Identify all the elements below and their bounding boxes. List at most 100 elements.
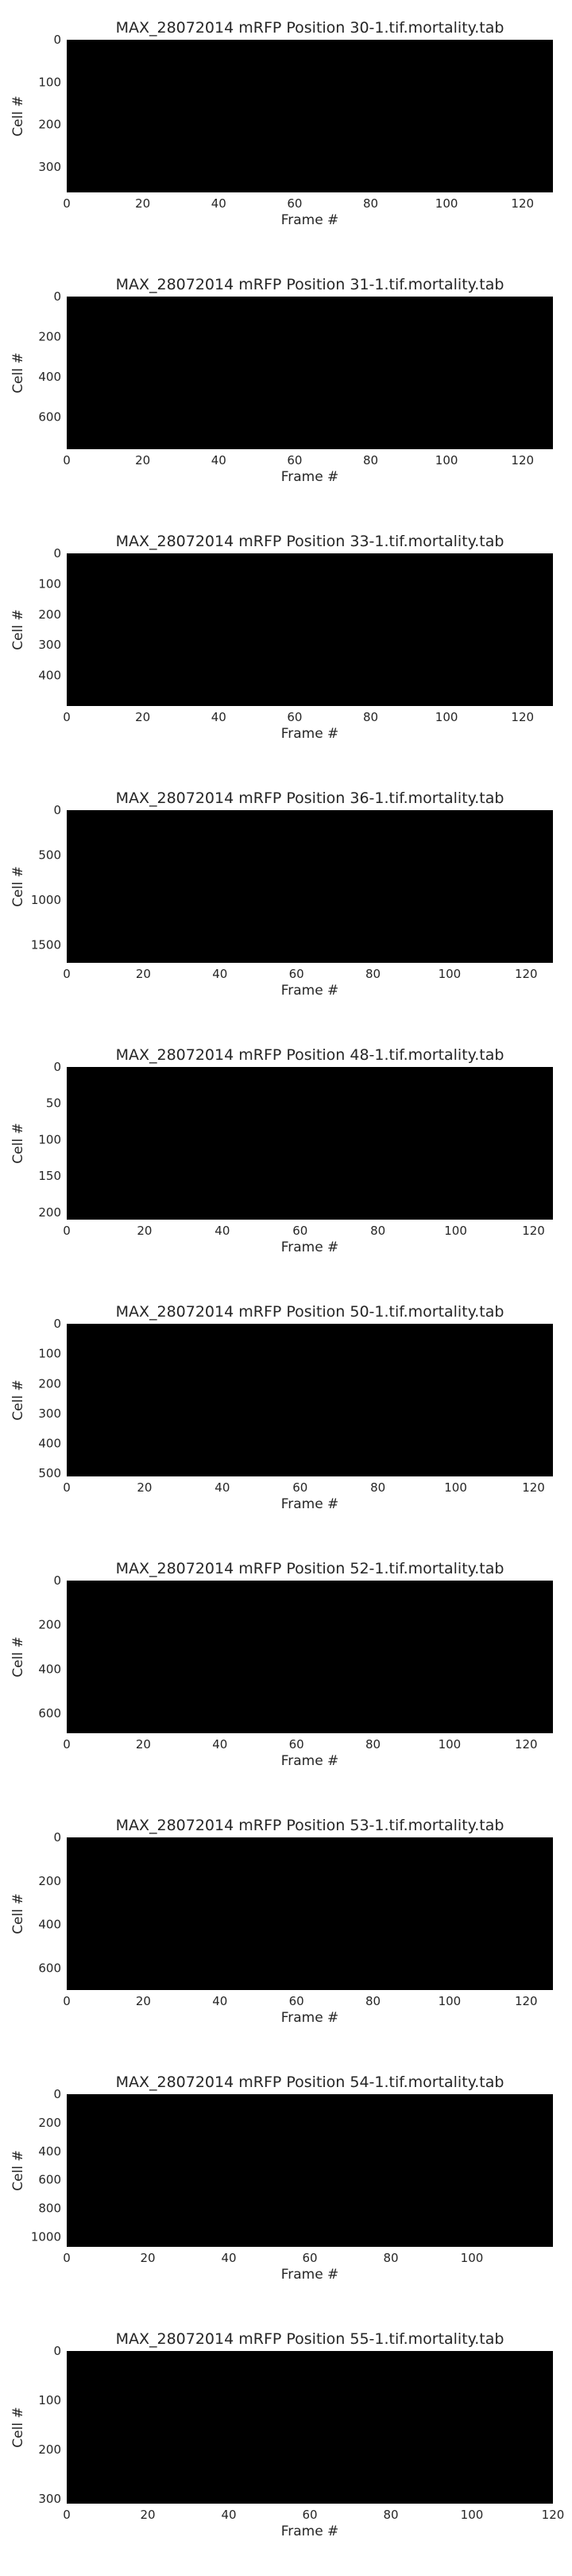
heatmap-row <box>350 2151 553 2154</box>
heatmap-row <box>288 1601 553 1604</box>
heatmap-final-band <box>526 810 553 963</box>
y-tick-label: 300 <box>38 1406 61 1421</box>
heatmap-row <box>396 1647 553 1650</box>
heatmap-row <box>238 1335 553 1337</box>
heatmap-row <box>423 898 553 900</box>
heatmap-row <box>373 1635 553 1637</box>
heatmap-cells <box>237 1581 553 1733</box>
heatmap-row <box>497 1705 553 1707</box>
heatmap-row <box>492 421 553 423</box>
heatmap-row <box>319 324 553 326</box>
heatmap-row <box>497 162 553 165</box>
heatmap-row <box>354 87 553 90</box>
heatmap-row <box>213 1329 553 1331</box>
heatmap-row <box>303 67 553 69</box>
heatmap-row <box>417 1925 553 1927</box>
heatmap-row <box>450 1156 553 1158</box>
y-tick-label: 200 <box>38 1874 61 1888</box>
heatmap-row <box>268 832 553 835</box>
heatmap-row <box>396 1405 553 1407</box>
heatmap-row <box>428 2186 553 2189</box>
heatmap-row <box>495 1961 553 1964</box>
heatmap-row <box>417 1418 553 1420</box>
heatmap-row <box>455 1441 553 1444</box>
chart-title: MAX_28072014 mRFP Position 33-1.tif.mort… <box>116 533 504 550</box>
heatmap-row <box>285 314 553 316</box>
heatmap-row <box>376 880 553 883</box>
heatmap-row <box>439 1422 553 1425</box>
x-tick-label: 100 <box>439 1737 462 1752</box>
heatmap-row <box>494 1459 553 1461</box>
heatmap-row <box>497 944 553 946</box>
heatmap-row <box>353 1084 553 1087</box>
heatmap-row <box>459 408 553 410</box>
y-tick-label: 300 <box>38 160 61 174</box>
heatmap-row <box>473 413 553 415</box>
heatmap-row <box>403 1406 553 1409</box>
heatmap-row <box>218 817 553 819</box>
heatmap-row <box>467 1177 553 1179</box>
heatmap-row <box>488 937 553 940</box>
heatmap-row <box>404 1914 553 1916</box>
heatmap-row <box>271 2365 553 2368</box>
heatmap-row <box>445 1140 553 1143</box>
heatmap-row <box>378 99 553 101</box>
heatmap-row <box>286 1603 553 1605</box>
heatmap-row <box>493 2223 553 2225</box>
x-tick-label: 40 <box>211 710 226 724</box>
heatmap-row <box>340 858 553 860</box>
heatmap-row <box>482 677 553 680</box>
heatmap-row <box>357 871 553 873</box>
heatmap-row <box>265 1850 553 1852</box>
heatmap-row <box>311 1608 553 1610</box>
heatmap-row <box>325 852 553 854</box>
heatmap-row <box>489 671 553 673</box>
heatmap-row <box>269 1346 553 1348</box>
heatmap-row <box>491 1457 553 1460</box>
heatmap-row <box>249 2107 553 2109</box>
heatmap-row <box>449 1933 553 1935</box>
heatmap-row <box>479 1700 553 1702</box>
heatmap-row <box>396 2174 553 2176</box>
heatmap-row <box>458 912 553 914</box>
x-tick-label: 60 <box>292 1480 307 1495</box>
heatmap-row <box>332 339 553 342</box>
heatmap-row <box>431 394 553 396</box>
heatmap-row <box>412 1421 553 1423</box>
heatmap-row <box>441 1142 553 1144</box>
heatmap-row <box>298 1604 553 1607</box>
heatmap-row <box>337 1078 553 1080</box>
chart-title: MAX_28072014 mRFP Position 50-1.tif.mort… <box>116 1303 504 1321</box>
y-axis-label: Cell # <box>10 1636 26 1677</box>
heatmap-row <box>235 818 553 821</box>
x-tick-label: 80 <box>370 1224 385 1238</box>
heatmap-row <box>371 351 553 353</box>
x-axis-label: Frame # <box>281 726 339 742</box>
heatmap-row <box>427 899 553 902</box>
heatmap-row <box>446 2451 553 2454</box>
heatmap-row <box>451 2207 553 2209</box>
heatmap-cells <box>200 1324 553 1476</box>
heatmap-row <box>369 1099 553 1101</box>
heatmap-row <box>419 636 553 638</box>
heatmap-row <box>253 1344 553 1347</box>
heatmap-row <box>371 1643 553 1645</box>
heatmap-row <box>432 2199 553 2202</box>
heatmap-row <box>493 416 553 418</box>
heatmap-row <box>339 856 553 859</box>
heatmap-row <box>401 1110 553 1112</box>
heatmap-row <box>283 308 553 310</box>
heatmap-row <box>288 311 553 313</box>
heatmap-row <box>245 45 553 47</box>
heatmap-row <box>497 419 553 421</box>
heatmap-row <box>450 146 553 149</box>
x-tick-label: 60 <box>287 453 302 467</box>
heatmap-row <box>404 634 553 637</box>
heatmap-row <box>372 607 553 610</box>
heatmap-row <box>311 1370 553 1372</box>
heatmap-row <box>405 1111 553 1114</box>
y-tick-label: 600 <box>38 410 61 425</box>
heatmap-row <box>273 1855 553 1857</box>
heatmap-row <box>369 1387 553 1390</box>
heatmap-row <box>237 557 553 559</box>
